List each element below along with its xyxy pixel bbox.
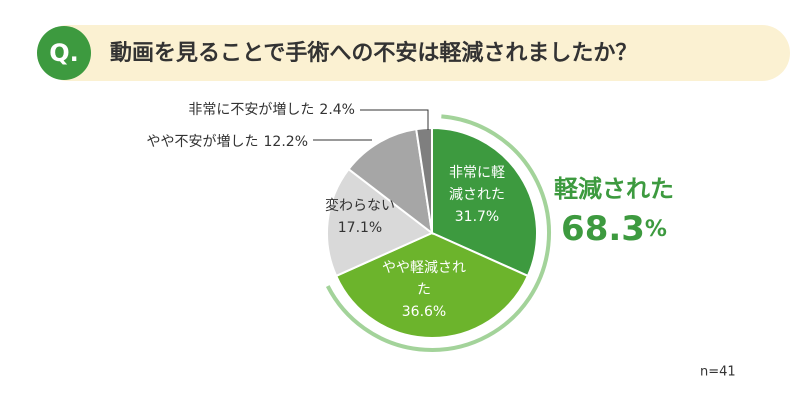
summary-unit: % (645, 217, 667, 242)
badge: Q. (49, 39, 79, 67)
category-label: 変わらない (325, 198, 395, 214)
slice (334, 231, 530, 339)
question-banner (40, 25, 790, 81)
slice (326, 167, 434, 278)
category-label: 非常に不安が増した (188, 102, 315, 118)
summary-value: 68.3% (561, 209, 667, 249)
note: n=41 (700, 365, 736, 380)
slice-label: 非常に軽減された 31.7% (444, 162, 510, 228)
summary-value-label: 68.3 (561, 209, 645, 249)
slice (415, 126, 433, 234)
summary-arc (325, 114, 551, 352)
value-label: 17.1% (337, 220, 383, 236)
slice-label: 変わらない 17.1% (325, 195, 395, 239)
value-label: 31.7% (454, 209, 500, 225)
category-label: 非常に軽減された (449, 165, 505, 203)
value-label: 2.4% (319, 102, 355, 118)
summary-text: 軽減された (554, 175, 674, 203)
slice-label: やや不安が増した 12.2% (147, 131, 308, 151)
value-label: 36.6% (401, 304, 447, 320)
question: 動画を見ることで手術への不安は軽減されましたか？ (110, 40, 637, 66)
badge-circle (37, 26, 91, 80)
leader-line (360, 109, 429, 130)
slice-label: 非常に不安が増した 2.4% (188, 99, 355, 119)
category-label: やや不安が増した (146, 134, 259, 150)
value-label: 12.2% (263, 134, 308, 150)
slice (347, 128, 434, 236)
slice-label: やや軽減された 36.6% (382, 257, 466, 323)
category-label: やや軽減された (382, 260, 466, 298)
slice (431, 126, 538, 278)
